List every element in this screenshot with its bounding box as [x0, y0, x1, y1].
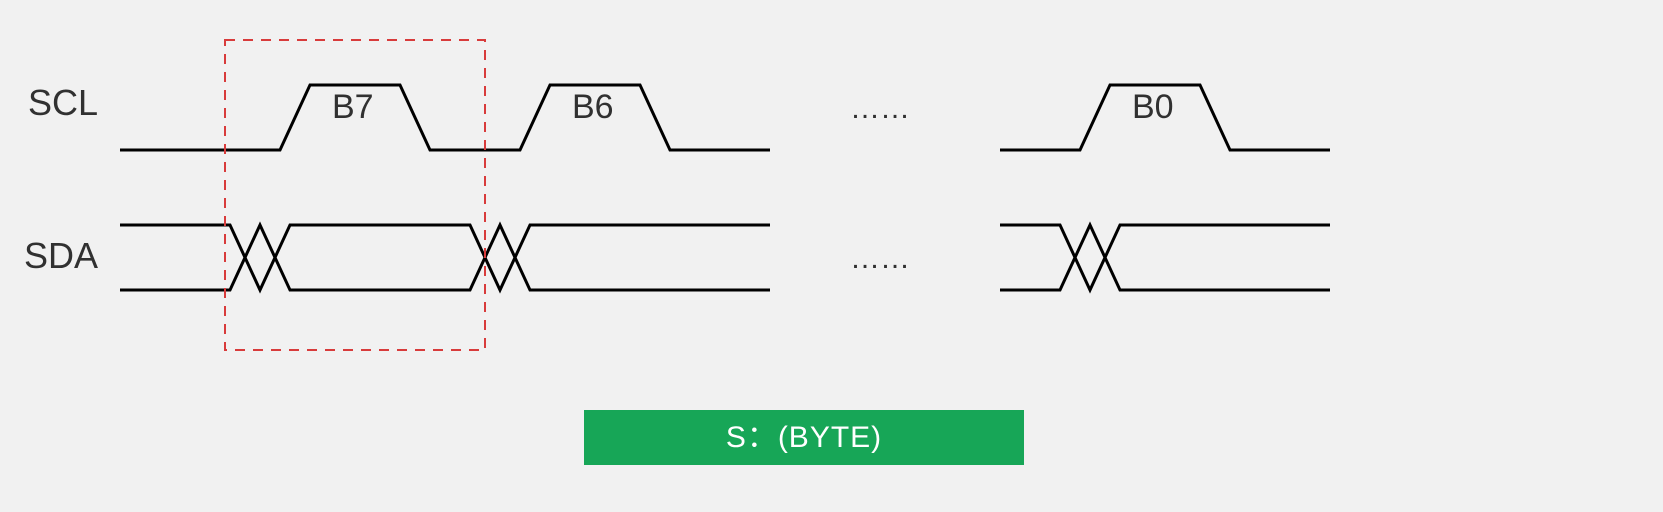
bit-label-b7: B7: [332, 88, 374, 126]
scl-label: SCL: [28, 82, 98, 123]
byte-caption-box: S：(BYTE): [584, 410, 1024, 465]
sda-top-left: [120, 225, 770, 290]
sda-top-right: [1000, 225, 1330, 290]
sda-bot-right: [1000, 225, 1330, 290]
byte-caption-text: S：(BYTE): [726, 421, 882, 454]
ellipsis-scl: ……: [850, 92, 910, 125]
scl-wave-left: [120, 85, 770, 150]
sda-label: SDA: [24, 235, 98, 276]
sda-bot-left: [120, 225, 770, 290]
bit-label-b0: B0: [1132, 88, 1174, 126]
bit-label-b6: B6: [572, 88, 614, 126]
ellipsis-sda: ……: [850, 242, 910, 275]
